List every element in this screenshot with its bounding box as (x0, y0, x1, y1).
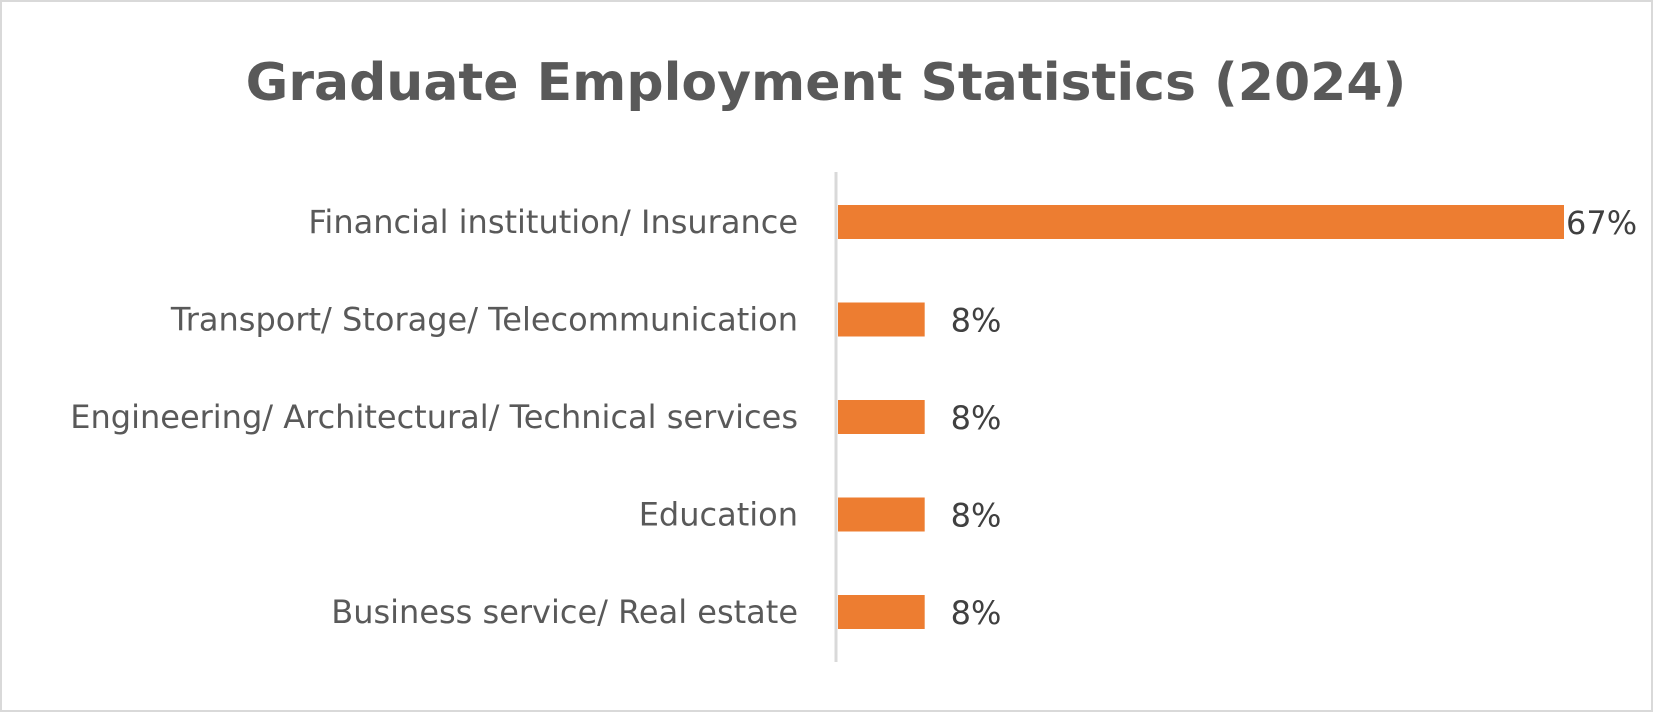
category-label-3: Engineering/ Architectural/ Technical se… (70, 398, 798, 436)
category-label-4: Education (639, 496, 798, 534)
data-labels: 67% 8% 8% 8% 8% (951, 204, 1637, 632)
bar-1 (838, 205, 1564, 239)
category-labels: Financial institution/ Insurance Transpor… (70, 203, 798, 631)
data-label-4: 8% (951, 497, 1002, 535)
bar-4 (838, 497, 925, 532)
chart-title: Graduate Employment Statistics (2024) (246, 53, 1407, 113)
data-label-5: 8% (951, 594, 1002, 632)
data-label-2: 8% (951, 302, 1002, 340)
bars-group (838, 205, 1564, 629)
category-label-1: Financial institution/ Insurance (308, 203, 798, 241)
bar-5 (838, 595, 925, 629)
data-label-1: 67% (1566, 204, 1637, 242)
data-label-3: 8% (951, 399, 1002, 437)
bar-3 (838, 400, 925, 434)
category-label-5: Business service/ Real estate (331, 593, 798, 631)
category-label-2: Transport/ Storage/ Telecommunication (170, 301, 798, 339)
bar-2 (838, 302, 925, 337)
